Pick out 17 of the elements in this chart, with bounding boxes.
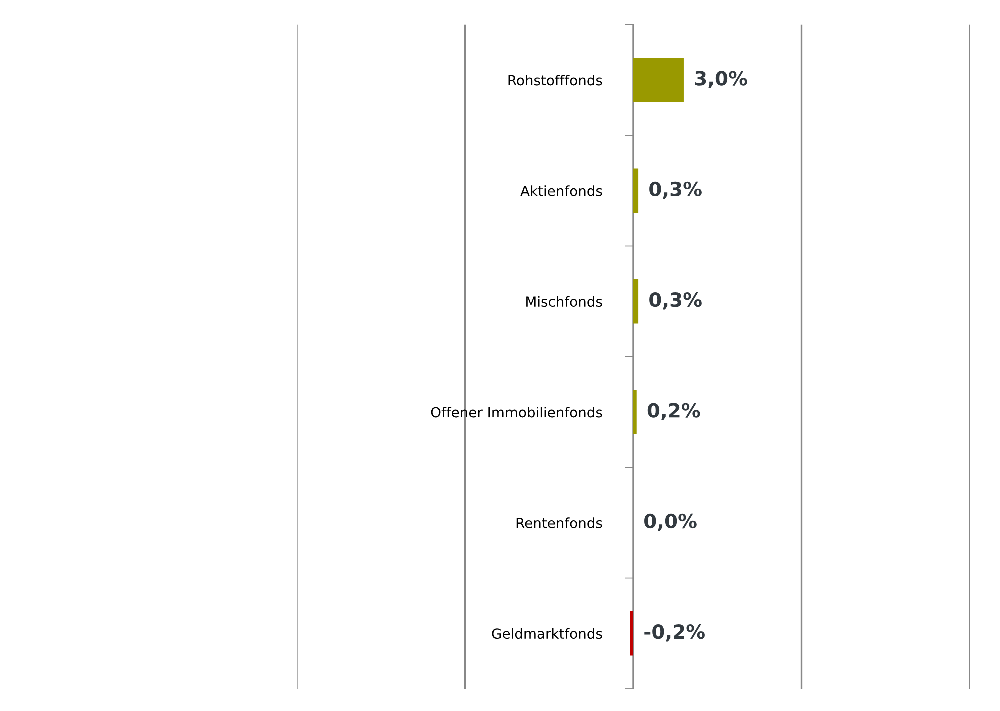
y-tick-label: Rentenfonds [516,518,602,528]
data-label: 0,0% [644,514,697,532]
y-tick-label: Offener Immobilienfonds [431,406,602,418]
bar [634,58,684,102]
data-label: 0,3% [650,292,702,310]
data-label: -0,2% [644,624,705,642]
data-label: 0,2% [648,403,700,420]
y-tick-label: Geldmarktfonds [492,628,602,640]
y-tick-label: Mischfonds [526,296,602,308]
bar [634,390,637,434]
y-tick-label: Rohstofffonds [508,74,602,86]
bar [634,279,639,324]
y-tick-label: Aktienfonds [520,186,602,196]
data-label: 0,3% [650,182,702,200]
data-label: 3,0% [695,71,748,88]
bar [630,611,634,656]
bar [634,168,639,214]
